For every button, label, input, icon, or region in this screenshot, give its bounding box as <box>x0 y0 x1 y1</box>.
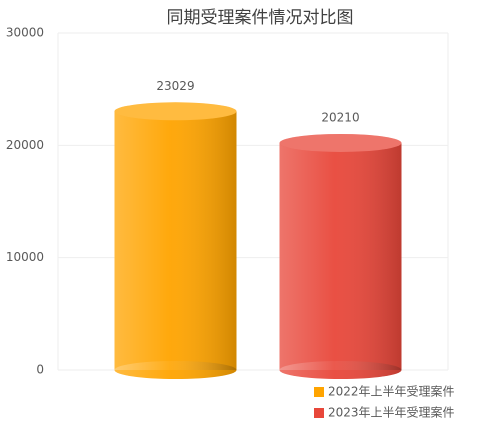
bar-base-shade <box>279 361 402 379</box>
bar-top-highlight <box>279 133 402 152</box>
legend-label: 2023年上半年受理案件 <box>328 405 455 420</box>
y-tick-label: 10000 <box>6 250 44 264</box>
legend-swatch <box>314 387 324 397</box>
data-label: 23029 <box>156 79 194 93</box>
legend-swatch <box>314 408 324 418</box>
legend-label: 2022年上半年受理案件 <box>328 384 455 399</box>
bar-shade <box>279 142 402 370</box>
y-tick-label: 0 <box>36 363 44 377</box>
bar-top-highlight <box>114 102 237 121</box>
bar-top <box>114 102 237 121</box>
bar-base-shade <box>114 361 237 379</box>
bar-top <box>279 133 402 152</box>
chart-title: 同期受理案件情况对比图 <box>167 8 354 28</box>
y-tick-label: 20000 <box>6 138 44 152</box>
bar-shade <box>114 111 237 371</box>
data-label: 20210 <box>321 110 359 124</box>
y-tick-label: 30000 <box>6 26 44 40</box>
